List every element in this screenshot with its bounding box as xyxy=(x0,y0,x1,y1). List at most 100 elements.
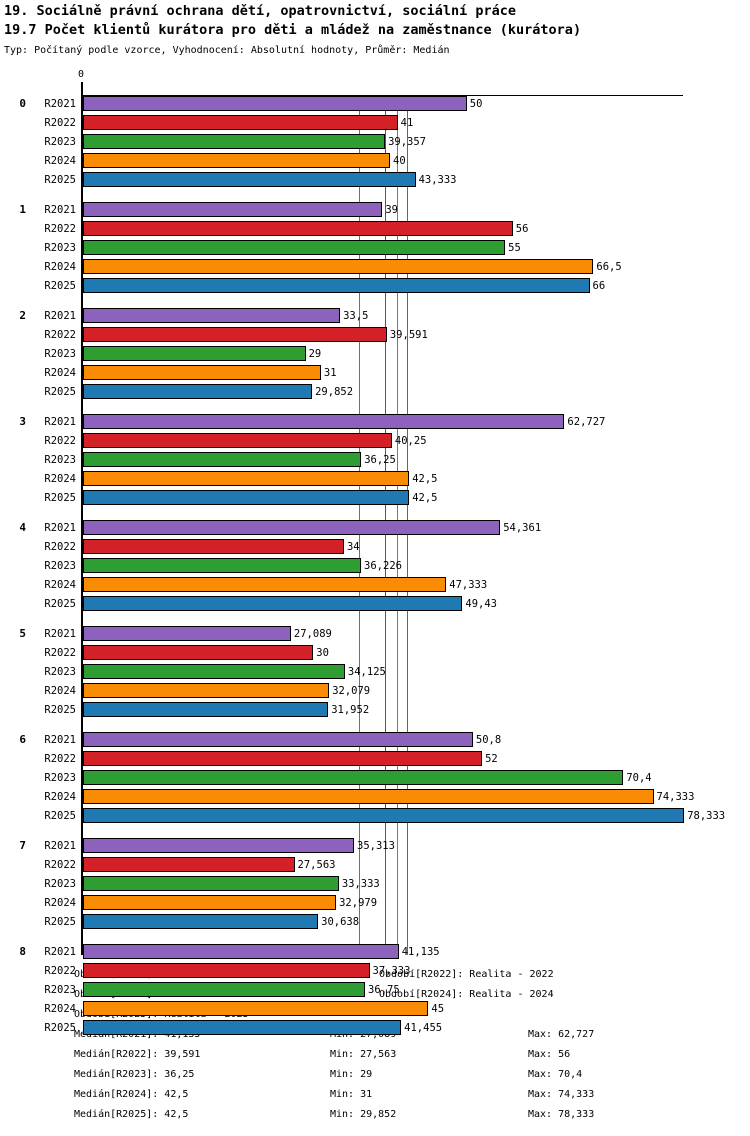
bar-r2024[interactable] xyxy=(83,895,337,910)
bar-r2025[interactable] xyxy=(83,808,685,823)
bar-row-label: R2024 xyxy=(44,685,76,697)
bar-track: 70,4 xyxy=(83,769,750,788)
bar-r2022[interactable] xyxy=(83,857,295,872)
bar-row: R2025 66 xyxy=(0,277,750,296)
bar-row: R2022 34 xyxy=(0,538,750,557)
bar-value-label: 27,563 xyxy=(297,859,336,871)
bar-row-label: R2022 xyxy=(44,647,76,659)
bar-r2025[interactable] xyxy=(83,490,410,505)
bar-row-label: R2025 xyxy=(44,1022,76,1034)
bar-r2021[interactable] xyxy=(83,414,565,429)
bar-r2023[interactable] xyxy=(83,452,362,467)
bar-value-label: 30,638 xyxy=(321,916,360,928)
bar-row: R2021 39 xyxy=(0,201,750,220)
bar-r2024[interactable] xyxy=(83,153,390,168)
bar-r2024[interactable] xyxy=(83,577,447,592)
bar-value-label: 42,5 xyxy=(412,473,438,485)
bar-track: 47,333 xyxy=(83,576,750,595)
bar-r2021[interactable] xyxy=(83,838,355,853)
statistic-median: Medián[R2022]: 39,591 xyxy=(74,1049,201,1060)
bar-r2024[interactable] xyxy=(83,683,330,698)
bar-r2021[interactable] xyxy=(83,520,501,535)
bar-r2022[interactable] xyxy=(83,327,387,342)
bar-r2022[interactable] xyxy=(83,645,314,660)
bar-row-label: R2025 xyxy=(44,598,76,610)
bar-r2023[interactable] xyxy=(83,240,506,255)
bar-r2024[interactable] xyxy=(83,1001,429,1016)
bar-row-label: R2023 xyxy=(44,242,76,254)
bar-value-label: 66 xyxy=(592,280,606,292)
bar-r2024[interactable] xyxy=(83,789,654,804)
bar-r2021[interactable] xyxy=(83,308,341,323)
bar-r2023[interactable] xyxy=(83,558,362,573)
bar-r2024[interactable] xyxy=(83,365,321,380)
bar-r2025[interactable] xyxy=(83,384,313,399)
bar-r2022[interactable] xyxy=(83,221,513,236)
bar-value-label: 78,333 xyxy=(687,810,726,822)
bar-r2023[interactable] xyxy=(83,876,339,891)
bar-row-label: R2022 xyxy=(44,117,76,129)
statistic-median: Medián[R2023]: 36,25 xyxy=(74,1069,195,1080)
bar-r2024[interactable] xyxy=(83,471,410,486)
bar-group: 0 R2021 50 R2022 41 R2023 39,357 R2024 40 R2025 43… xyxy=(0,95,750,201)
bar-row-label: R2023 xyxy=(44,136,76,148)
bar-group: 5 R2021 27,089 R2022 30 R2023 34,125 R2024 32,07… xyxy=(0,625,750,731)
legend-entry: Období[R2022]: Realita - 2022 xyxy=(379,969,554,980)
bar-row-label: R2023 xyxy=(44,878,76,890)
bar-r2021[interactable] xyxy=(83,626,291,641)
statistic-min: Min: 29,852 xyxy=(330,1109,397,1120)
bar-r2022[interactable] xyxy=(83,433,392,448)
bar-r2024[interactable] xyxy=(83,259,594,274)
bar-value-label: 40,25 xyxy=(394,435,427,447)
bar-row: R2025 31,952 xyxy=(0,701,750,720)
bar-row: R2024 42,5 xyxy=(0,470,750,489)
statistic-median: Medián[R2025]: 42,5 xyxy=(74,1109,189,1120)
bar-value-label: 62,727 xyxy=(567,416,606,428)
bar-r2023[interactable] xyxy=(83,982,366,997)
bar-value-label: 74,333 xyxy=(656,791,695,803)
bar-row: R2023 33,333 xyxy=(0,875,750,894)
bar-value-label: 32,079 xyxy=(332,685,371,697)
bar-r2025[interactable] xyxy=(83,914,319,929)
bar-r2025[interactable] xyxy=(83,596,463,611)
bar-r2025[interactable] xyxy=(83,702,329,717)
axis-zero-tick-label: 0 xyxy=(78,69,85,80)
bar-row-label: R2024 xyxy=(44,791,76,803)
bar-value-label: 37,333 xyxy=(372,965,411,977)
bar-r2025[interactable] xyxy=(83,1020,402,1035)
chart-statistics: Medián[R2021]: 41,135Min: 27,089Max: 62,… xyxy=(0,1025,750,1125)
bar-r2022[interactable] xyxy=(83,539,344,554)
bar-track: 39,591 xyxy=(83,326,750,345)
bar-track: 41,135 xyxy=(83,943,750,962)
bar-r2021[interactable] xyxy=(83,202,383,217)
bar-r2023[interactable] xyxy=(83,134,386,149)
bar-r2021[interactable] xyxy=(83,944,399,959)
bar-track: 41 xyxy=(83,114,750,133)
statistic-min: Min: 27,563 xyxy=(330,1049,397,1060)
bar-row: R2021 54,361 xyxy=(0,519,750,538)
bar-r2023[interactable] xyxy=(83,346,306,361)
bar-track: 40 xyxy=(83,152,750,171)
bar-chart-plot: 0 0 R2021 50 R2022 41 R2023 39,357 R2024 40 R2025… xyxy=(0,69,750,1035)
group-index-label: 6 xyxy=(19,733,26,746)
bar-track: 34 xyxy=(83,538,750,557)
bar-r2025[interactable] xyxy=(83,278,590,293)
bar-r2021[interactable] xyxy=(83,96,467,111)
bar-r2023[interactable] xyxy=(83,664,345,679)
bar-value-label: 45 xyxy=(431,1003,445,1015)
bar-row: R2021 35,313 xyxy=(0,837,750,856)
bar-track: 55 xyxy=(83,239,750,258)
bar-r2022[interactable] xyxy=(83,115,398,130)
statistic-max: Max: 78,333 xyxy=(528,1109,595,1120)
bar-row-label: R2024 xyxy=(44,1003,76,1015)
bar-track: 66 xyxy=(83,277,750,296)
bar-r2021[interactable] xyxy=(83,732,473,747)
axis-zero-tick-mark xyxy=(81,82,83,95)
bar-r2022[interactable] xyxy=(83,751,483,766)
bar-r2022[interactable] xyxy=(83,963,370,978)
bar-track: 34,125 xyxy=(83,663,750,682)
bar-value-label: 39 xyxy=(385,204,398,216)
bar-r2025[interactable] xyxy=(83,172,416,187)
statistics-row: Medián[R2022]: 39,591 Min: 27,563 Max: 56 xyxy=(0,1045,750,1065)
bar-r2023[interactable] xyxy=(83,770,624,785)
